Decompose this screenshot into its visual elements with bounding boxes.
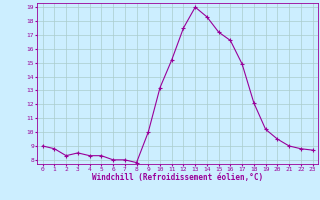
X-axis label: Windchill (Refroidissement éolien,°C): Windchill (Refroidissement éolien,°C) bbox=[92, 173, 263, 182]
